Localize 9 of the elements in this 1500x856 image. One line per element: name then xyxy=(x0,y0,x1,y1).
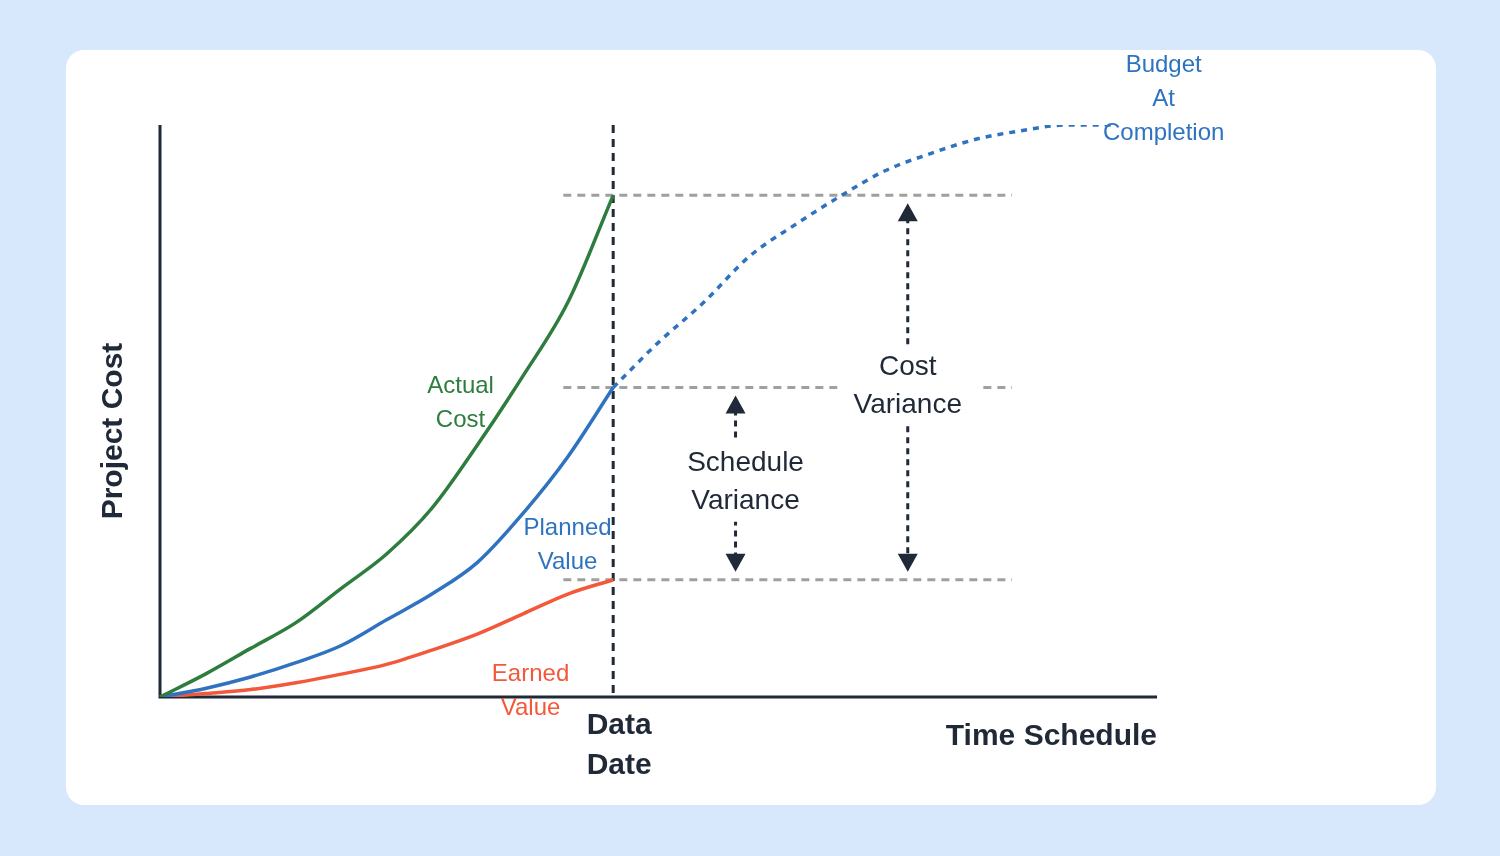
series-label: Budget At Completion xyxy=(1102,49,1225,145)
y-axis-title: Project Cost xyxy=(95,342,129,520)
series-label: Earned Value xyxy=(491,658,570,720)
text: Data Date xyxy=(586,707,653,781)
x-axis-title: Time Schedule xyxy=(945,718,1157,752)
annotation: Cost Variance xyxy=(853,350,962,420)
annotation: Schedule Variance xyxy=(687,446,804,516)
series-label: Planned Value xyxy=(523,512,612,574)
series-label: Actual Cost xyxy=(427,371,494,433)
